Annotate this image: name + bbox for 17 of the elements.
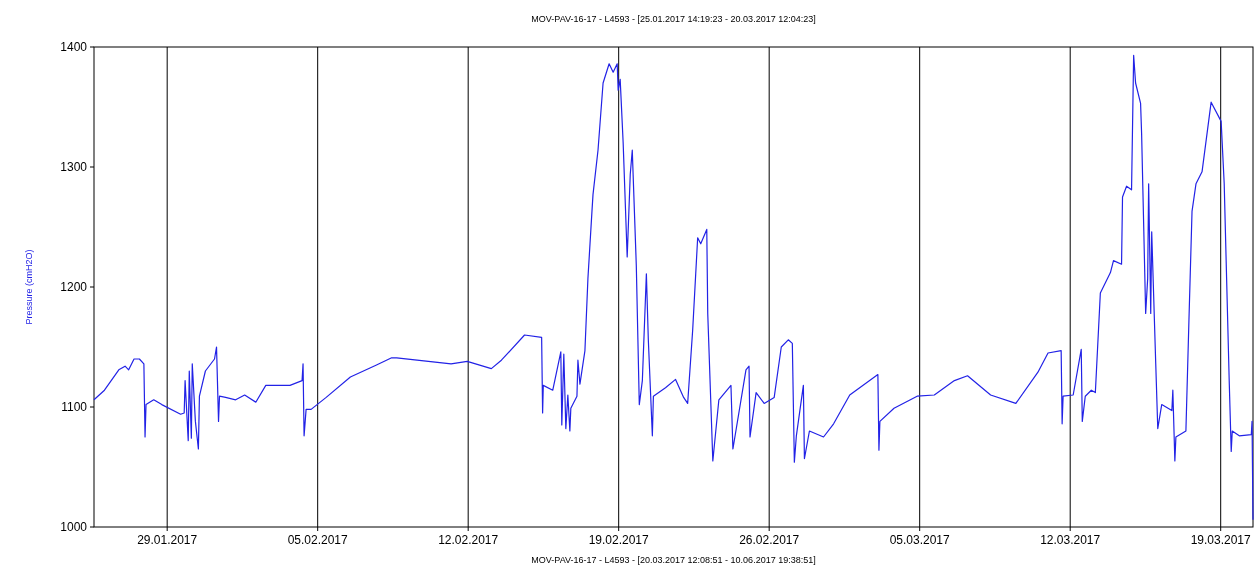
x-tick-label: 19.02.2017: [588, 533, 650, 547]
x-tick-label: 12.03.2017: [1040, 533, 1101, 547]
y-tick-label: 1200: [60, 280, 88, 294]
y-axis-title: Pressure (cmH2O): [24, 249, 34, 325]
x-tick-label: 19.03.2017: [1190, 533, 1252, 547]
line-series: [93, 54, 1254, 521]
x-tick-label: 05.03.2017: [889, 533, 951, 547]
y-tick-label: 1000: [60, 520, 88, 534]
y-tick-label: 1100: [61, 400, 88, 414]
x-tick-label: 12.02.2017: [438, 533, 499, 547]
x-tick-label: 26.02.2017: [739, 533, 800, 547]
chart-title: MOV-PAV-16-17 - L4593 - [25.01.2017 14:19:23 - 20.03.2017 12:04:23]: [531, 14, 816, 24]
x-tick-label: 29.01.2017: [137, 533, 198, 547]
x-tick-label: 05.02.2017: [287, 533, 349, 547]
text: MOV-PAV-16-17 - L4593 - [20.03.2017 12:08:51 - 10.06.2017 19:38:51]: [531, 555, 816, 565]
y-tick-label: 1400: [60, 40, 88, 54]
y-tick-label: 1300: [60, 160, 88, 174]
